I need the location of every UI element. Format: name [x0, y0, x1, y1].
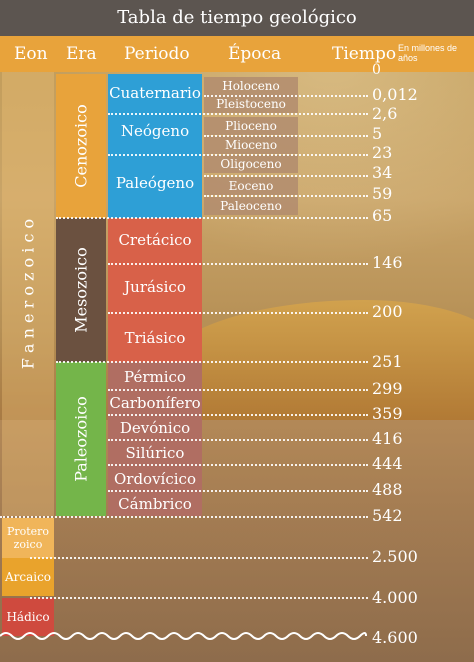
period-triasico: Triásico: [124, 329, 186, 347]
period-group-cenozoic: [108, 74, 202, 218]
time-label: 34: [372, 163, 393, 182]
background-dune: [160, 300, 474, 420]
period-silurico: Silúrico: [125, 444, 185, 462]
boundary-line: [204, 175, 368, 177]
boundary-line: [204, 95, 368, 97]
time-label: 444: [372, 454, 403, 473]
period-cretacico: Cretácico: [118, 231, 192, 249]
period-devonico: Devónico: [119, 419, 191, 437]
era-cenozoico-label: Cenozoico: [71, 104, 91, 188]
epoch-eoceno: Eoceno: [204, 177, 298, 195]
title-bar: [0, 0, 474, 36]
boundary-line: [30, 597, 368, 599]
wavy-separator: [0, 632, 367, 640]
boundary-line: [108, 389, 368, 391]
period-group-mesozoic: [108, 218, 202, 362]
header-units: En millones de años: [398, 43, 458, 63]
eon-fanerozoico-label: F a n e r o z o i c o: [18, 218, 38, 370]
epoch-paleoceno: Paleoceno: [204, 197, 298, 215]
epoch-mioceno: Mioceno: [204, 136, 298, 154]
header-bar: [0, 36, 474, 72]
time-label: 251: [372, 352, 403, 371]
boundary-line: [204, 135, 368, 137]
eon-hadico-label: Hádico: [6, 610, 50, 624]
period-ordovicico: Ordovícico: [113, 470, 196, 488]
era-mesozoico: Mesozoico: [56, 218, 106, 362]
epoch-pleistoceno: Pleistoceno: [204, 95, 298, 113]
header-tiempo: Tiempo: [332, 44, 397, 64]
eon-hadico: Hádico: [2, 598, 54, 636]
page-title: Tabla de tiempo geológico: [117, 7, 357, 28]
header-era: Era: [66, 44, 97, 64]
time-label: 542: [372, 506, 403, 525]
boundary-line: [204, 195, 368, 197]
period-carbonifero: Carbonífero: [109, 394, 201, 412]
time-label: 299: [372, 379, 403, 398]
era-cenozoico: Cenozoico: [56, 74, 106, 218]
eon-fanerozoico: F a n e r o z o i c o: [2, 72, 54, 516]
time-label: 488: [372, 480, 403, 499]
time-label: 359: [372, 404, 403, 423]
boundary-line: [56, 217, 368, 219]
period-cambrico: Cámbrico: [118, 495, 192, 513]
time-label: 23: [372, 143, 393, 162]
boundary-line: [56, 361, 368, 363]
epoch-plioceno: Plioceno: [204, 117, 298, 135]
time-label: 65: [372, 206, 393, 225]
eon-arcaico: Arcaico: [2, 558, 54, 596]
header-periodo: Periodo: [124, 44, 190, 64]
eon-proterozoico-label: Protero zoico: [6, 525, 50, 551]
eon-arcaico-label: Arcaico: [4, 570, 52, 584]
period-neogeno: Neógeno: [120, 122, 190, 140]
boundary-line: [108, 439, 368, 441]
time-label: 0,012: [372, 85, 418, 104]
period-permico: Pérmico: [124, 368, 186, 386]
time-label: 2,6: [372, 104, 398, 123]
era-paleozoico-label: Paleozoico: [71, 396, 91, 482]
header-eon: Eon: [14, 44, 48, 64]
eon-proterozoico: Protero zoico: [2, 518, 54, 558]
boundary-line: [30, 557, 368, 559]
epoch-holoceno: Holoceno: [204, 77, 298, 95]
boundary-line: [108, 263, 368, 265]
time-label: 5: [372, 124, 383, 143]
time-label: 59: [372, 184, 393, 203]
boundary-line: [108, 312, 368, 314]
header-epoca: Época: [228, 44, 282, 64]
time-label: 416: [372, 429, 403, 448]
time-label: 4.600: [372, 628, 418, 647]
period-jurasico: Jurásico: [124, 278, 186, 296]
boundary-line: [108, 464, 368, 466]
boundary-line: [108, 113, 368, 115]
boundary-line: [108, 490, 368, 492]
era-paleozoico: Paleozoico: [56, 362, 106, 516]
time-label: 4.000: [372, 588, 418, 607]
boundary-line: [108, 414, 368, 416]
time-label: 0: [372, 62, 381, 78]
boundary-line: [108, 154, 368, 156]
epoch-oligoceno: Oligoceno: [204, 155, 298, 173]
time-label: 2.500: [372, 547, 418, 566]
time-label: 200: [372, 302, 403, 321]
boundary-line: [0, 516, 368, 518]
period-paleogeno: Paleógeno: [115, 174, 195, 192]
time-label: 146: [372, 253, 403, 272]
period-cuaternario: Cuaternario: [109, 84, 201, 102]
era-mesozoico-label: Mesozoico: [71, 247, 91, 333]
